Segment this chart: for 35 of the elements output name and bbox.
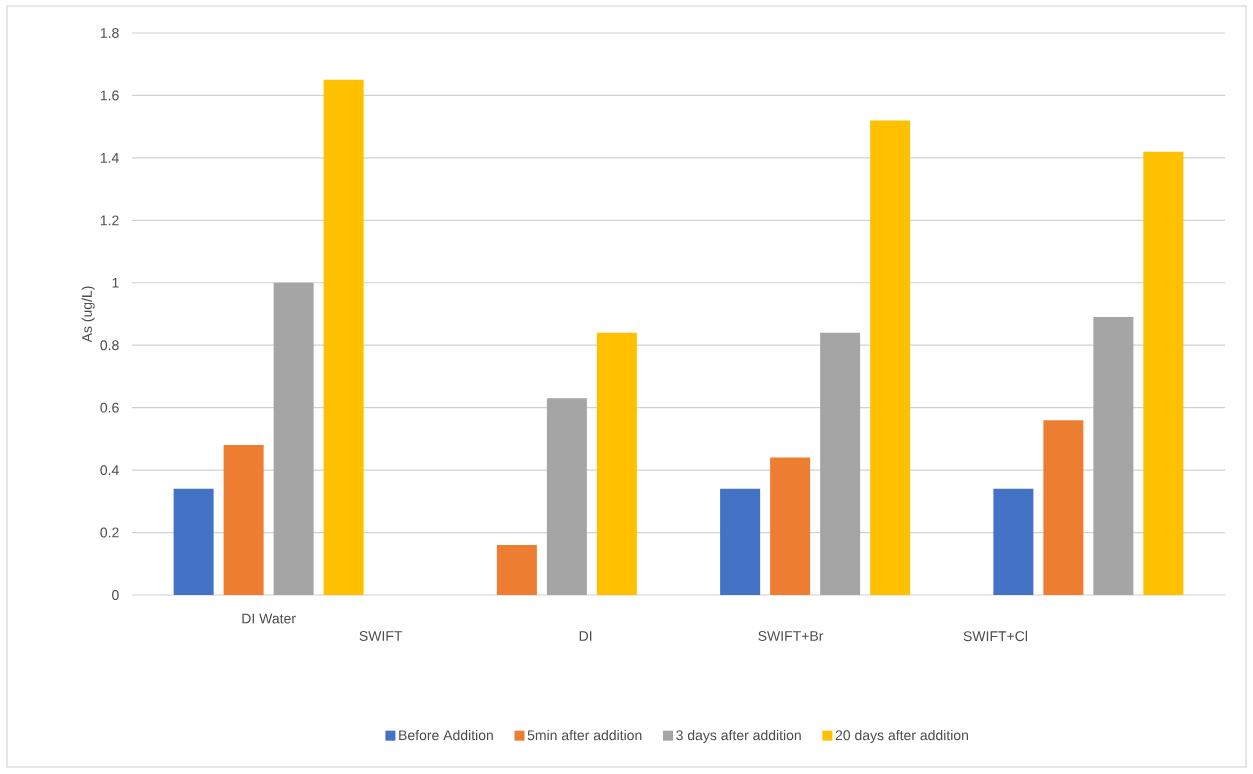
y-tick-label: 1.4 bbox=[100, 153, 119, 163]
x-tick-label: DI Water bbox=[242, 613, 296, 624]
bar bbox=[870, 120, 911, 595]
bar bbox=[770, 457, 811, 595]
y-tick-label: 0.8 bbox=[100, 340, 119, 351]
y-tick-label: 0.4 bbox=[100, 465, 119, 476]
bar bbox=[820, 332, 861, 595]
bar bbox=[173, 488, 214, 595]
y-tick-label: 0 bbox=[112, 590, 119, 600]
y-tick-label: 1.6 bbox=[100, 90, 119, 101]
legend-label: 5min after addition bbox=[527, 729, 642, 741]
legend-label: 20 days after addition bbox=[835, 729, 968, 743]
text: SWIFT+Br bbox=[758, 631, 824, 641]
text: SWIFT+Cl bbox=[963, 630, 1028, 642]
bar bbox=[1093, 317, 1134, 595]
text: SWIFT bbox=[359, 631, 403, 641]
bar bbox=[1043, 420, 1084, 595]
legend-label: 3 days after addition bbox=[676, 729, 801, 743]
text: DI bbox=[579, 631, 592, 641]
bar bbox=[546, 398, 587, 595]
bar bbox=[273, 282, 314, 595]
y-tick-label: 1.2 bbox=[100, 215, 119, 226]
bar bbox=[1143, 151, 1184, 595]
bar bbox=[596, 332, 637, 595]
bar bbox=[496, 545, 537, 595]
y-tick-label: 0.2 bbox=[100, 527, 119, 538]
bar bbox=[993, 488, 1034, 595]
bar bbox=[720, 488, 761, 595]
bar bbox=[323, 79, 364, 595]
y-axis-title: As (ug/L) bbox=[81, 286, 95, 343]
y-tick-label: 0.6 bbox=[100, 402, 119, 413]
bar bbox=[223, 445, 264, 595]
y-tick-label: 1.8 bbox=[100, 28, 119, 38]
y-tick-label: 1 bbox=[112, 277, 119, 288]
legend-label: Before Addition bbox=[399, 729, 493, 741]
